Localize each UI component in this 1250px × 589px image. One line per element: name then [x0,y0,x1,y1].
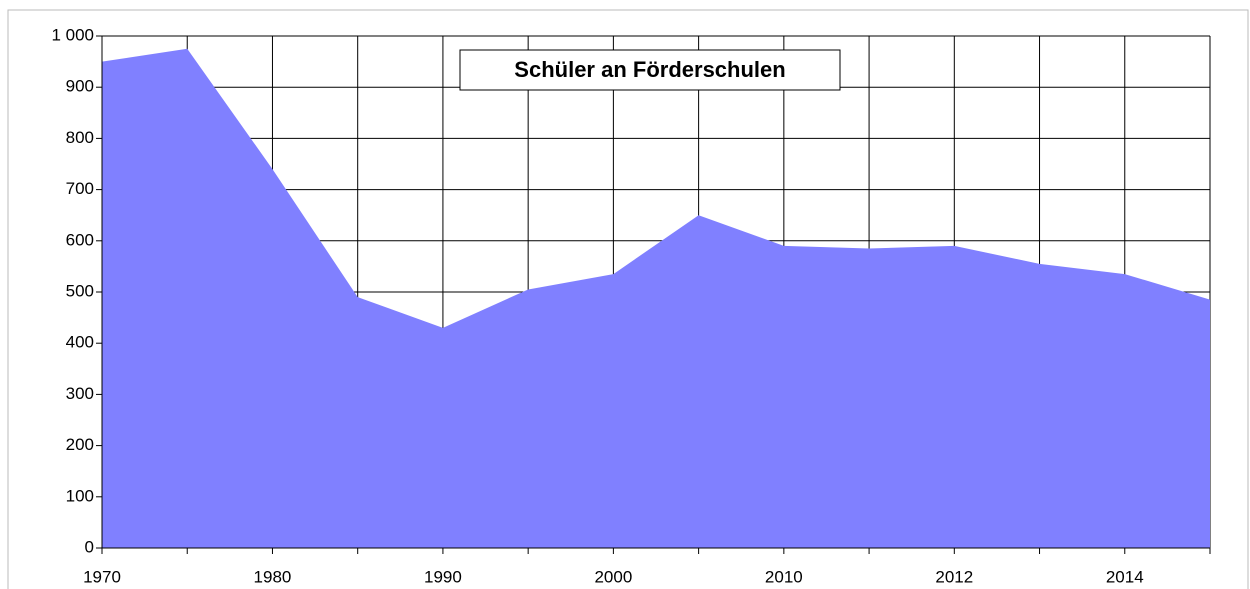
x-tick-label: 1970 [83,567,121,586]
y-tick-label: 0 [85,537,94,556]
chart-title: Schüler an Förderschulen [514,57,785,82]
y-tick-label: 800 [66,128,94,147]
x-tick-label: 1990 [424,567,462,586]
overlay: 0 100 200 300 400 500 600 700 800 900 1 000 1970 198… [51,25,1211,586]
y-tick-label: 100 [66,486,94,505]
y-tick-label: 1 000 [51,25,94,44]
y-tick-label: 500 [66,281,94,300]
y-tick-label: 200 [66,435,94,454]
x-tick-label: 2012 [935,567,973,586]
x-tick-label: 2000 [594,567,632,586]
y-tick-label: 700 [66,179,94,198]
y-tick-label: 900 [66,77,94,96]
y-tick-label: 600 [66,230,94,249]
y-tick-label: 300 [66,384,94,403]
title-box [459,49,841,91]
area [102,48,1210,549]
x-tick-label: 1980 [254,567,292,586]
y-tick-label: 400 [66,333,94,352]
x-tick-label: 2014 [1106,567,1144,586]
x-tick-label: 2010 [765,567,803,586]
plot-area [101,35,1211,549]
frame [7,9,1249,589]
